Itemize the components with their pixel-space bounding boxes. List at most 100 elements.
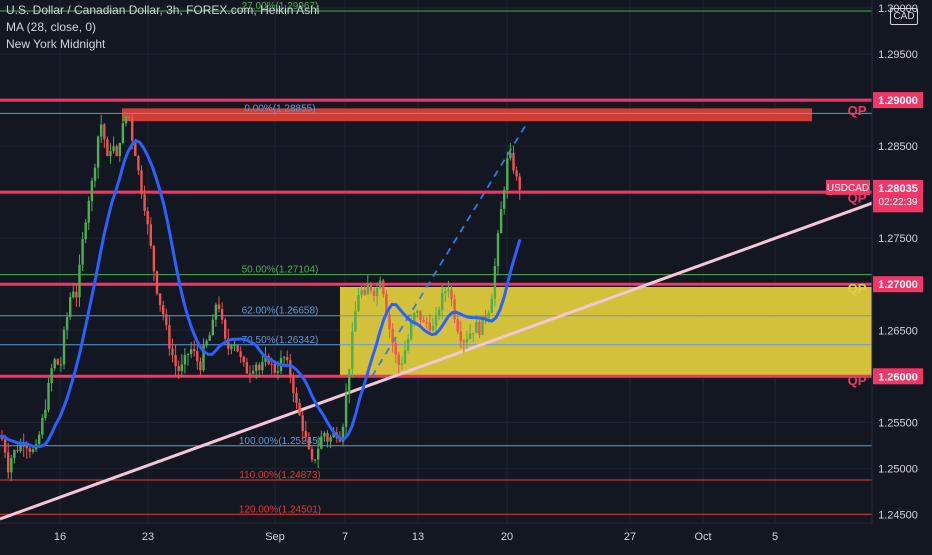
candle-body [341, 426, 345, 442]
candle [245, 357, 249, 374]
candle [38, 431, 41, 446]
candle-body [295, 393, 298, 403]
candle-body [208, 335, 211, 341]
candle-body [227, 338, 230, 349]
indicator-label[interactable]: MA (28, close, 0) [6, 20, 97, 34]
candle [41, 414, 44, 439]
y-tick-label: 1.25500 [878, 417, 918, 429]
candle-body [112, 146, 115, 152]
candle [50, 363, 53, 392]
candle [484, 309, 487, 325]
candle-body [332, 432, 335, 437]
candle-body [146, 210, 149, 225]
candle-body [78, 264, 81, 298]
candle-body [44, 409, 47, 418]
candle-body [496, 233, 500, 267]
candle [236, 344, 239, 353]
candle-body [106, 139, 109, 157]
candle [217, 296, 221, 313]
candle-body [400, 363, 404, 365]
candle [391, 323, 394, 353]
candle [149, 217, 152, 249]
candle [372, 287, 376, 302]
candle [453, 294, 456, 324]
candle-body [307, 437, 311, 450]
candle [109, 143, 112, 164]
y-tick-label: 1.29500 [878, 49, 918, 61]
candle-body [19, 443, 22, 452]
candle [425, 317, 428, 329]
x-tick-label: 7 [342, 531, 348, 543]
candle-body [441, 293, 444, 310]
candle [329, 434, 332, 449]
candle-body [406, 339, 410, 351]
candle [183, 347, 187, 374]
candle-body [158, 293, 162, 306]
currency-badge[interactable]: CAD [890, 8, 918, 25]
x-tick-label: 27 [624, 531, 636, 543]
candle [313, 458, 317, 464]
session-label[interactable]: New York Midnight [6, 37, 106, 51]
candle-body [499, 209, 503, 234]
candle-body [304, 431, 307, 438]
x-tick-label: 16 [54, 531, 66, 543]
price-tag-label: 1.28035 [878, 183, 918, 195]
candle-body [320, 436, 323, 449]
candle-body [431, 325, 435, 331]
level-tag-bg [873, 276, 923, 293]
candle-body [363, 290, 366, 295]
candle-body [289, 360, 292, 377]
candle-body [503, 190, 506, 210]
candle [189, 341, 193, 359]
candle [406, 334, 410, 353]
candle-body [251, 371, 255, 374]
candle [158, 293, 162, 312]
candle-body [47, 382, 50, 410]
candle [100, 114, 103, 144]
candle-body [96, 136, 100, 168]
price-scale-bg [872, 0, 932, 550]
candle [307, 432, 311, 450]
candle [84, 218, 87, 244]
candle [90, 177, 94, 212]
candle [379, 276, 382, 289]
candle-body [196, 350, 199, 362]
candle [456, 313, 459, 335]
supply-zone [122, 108, 812, 122]
demand-zone [340, 286, 872, 376]
fib-label: 70.50%(1.26342) [242, 335, 319, 346]
candle-body [25, 446, 28, 449]
candle-body [65, 317, 69, 330]
candle [251, 365, 255, 377]
candle-body [509, 152, 512, 159]
candle-body [465, 338, 469, 343]
candle-body [7, 452, 10, 473]
candle-body [515, 170, 518, 177]
qp-label: QP [848, 103, 867, 118]
price-tag-bg [873, 179, 923, 210]
candle-body [224, 319, 227, 339]
candle [493, 258, 497, 307]
candle-body [118, 142, 121, 157]
candle-body [261, 361, 264, 371]
candle-body [41, 417, 44, 435]
candle-body [202, 345, 205, 371]
candle [214, 302, 218, 327]
chart-title[interactable]: U.S. Dollar / Canadian Dollar, 3h, FOREX… [6, 3, 320, 17]
candle-body [434, 315, 438, 326]
candle-body [155, 271, 159, 294]
candle-body [416, 310, 419, 314]
x-tick-label: 13 [412, 531, 424, 543]
candle [304, 420, 307, 442]
candle-body [90, 180, 94, 201]
candle-body [211, 319, 214, 336]
candle-body [168, 325, 171, 349]
candle [394, 338, 397, 363]
candle [518, 172, 521, 200]
candle [468, 324, 472, 340]
candle [121, 113, 125, 145]
candle-body [360, 290, 363, 295]
candle-body [490, 298, 493, 313]
candle-body [354, 311, 357, 332]
